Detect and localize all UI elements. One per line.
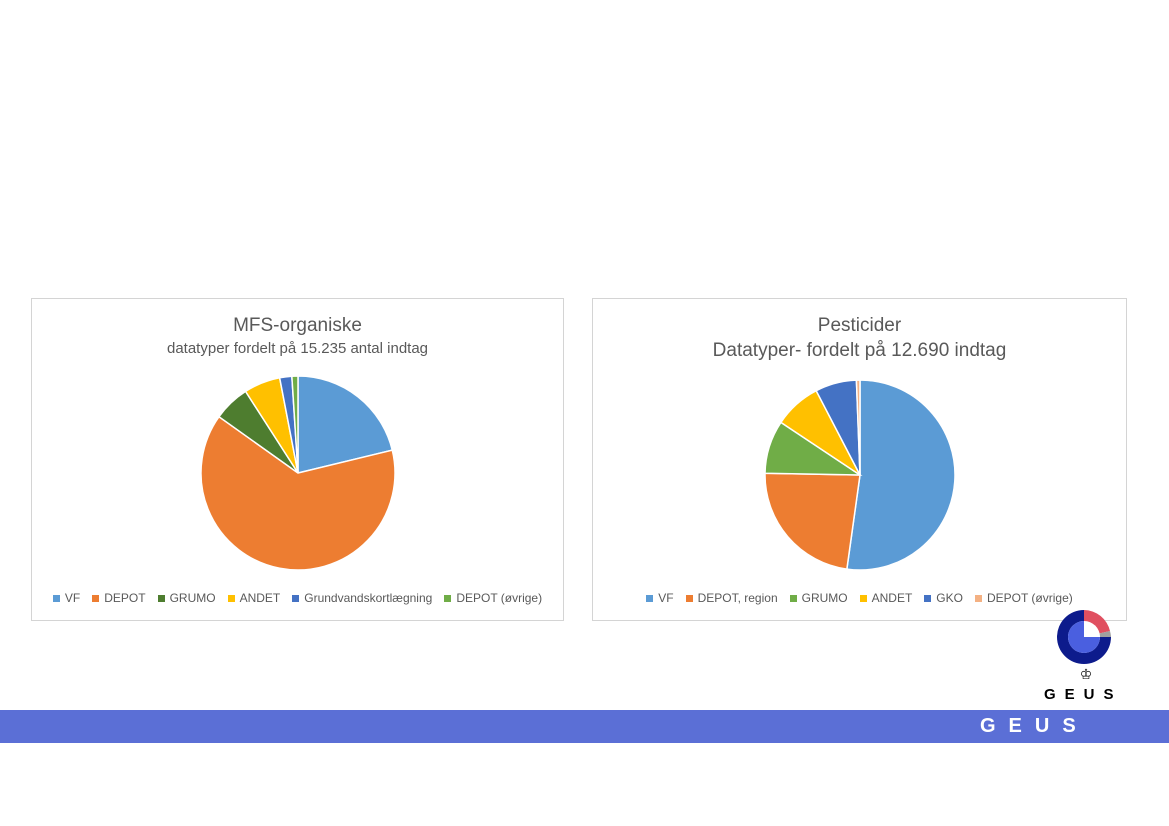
legend-swatch	[789, 594, 797, 602]
legend-label: VF	[64, 591, 81, 605]
legend-label: GKO	[936, 591, 963, 605]
chart-panel-mfs-organiske: MFS-organiske datatyper fordelt på 15.23…	[31, 298, 564, 621]
legend-item: GKO	[924, 591, 963, 605]
pie-slice-depot-vrige	[291, 375, 299, 474]
legend-item: ANDET	[227, 591, 281, 605]
pie-slice-vf	[846, 379, 956, 571]
legend-item: ANDET	[859, 591, 913, 605]
legend-label: DEPOT (øvrige)	[456, 591, 543, 605]
legend-swatch	[444, 594, 452, 602]
legend-item: DEPOT (øvrige)	[974, 591, 1073, 605]
footer-bar: GEUS	[0, 710, 1169, 743]
geus-logo: ♔ GEUS	[1040, 606, 1130, 706]
legend-item: GRUMO	[789, 591, 848, 605]
legend-swatch	[52, 594, 60, 602]
pie-slice-vf	[297, 375, 394, 474]
legend-swatch	[924, 594, 932, 602]
legend-label: GRUMO	[169, 591, 216, 605]
geus-emblem-icon	[1057, 610, 1111, 664]
legend-label: Grundvandskortlægning	[304, 591, 433, 605]
legend-item: DEPOT, region	[685, 591, 778, 605]
legend-label: GRUMO	[801, 591, 848, 605]
legend-item: DEPOT (øvrige)	[444, 591, 542, 605]
chart-legend: VF DEPOT GRUMO ANDET Grundvandskortlægning DE…	[32, 591, 563, 605]
legend-swatch	[859, 594, 867, 602]
chart-legend: VF DEPOT, region GRUMO ANDET GKO DEPOT (øvrig…	[593, 591, 1126, 605]
legend-item: DEPOT	[92, 591, 146, 605]
legend-label: ANDET	[871, 591, 913, 605]
legend-swatch	[227, 594, 235, 602]
crown-icon: ♔	[1079, 667, 1093, 683]
legend-item: Grundvandskortlægning	[292, 591, 432, 605]
logo-text: GEUS	[1044, 686, 1123, 703]
pie-chart-pesticider	[764, 379, 956, 571]
pie-chart-mfs-organiske	[200, 375, 396, 571]
chart-subtitle: datatyper fordelt på 15.235 antal indtag	[166, 340, 429, 357]
pie-slice-depot	[200, 415, 396, 571]
chart-subtitle: Datatyper- fordelt på 12.690 indtag	[712, 340, 1007, 361]
legend-swatch	[292, 594, 300, 602]
legend-label: DEPOT (øvrige)	[986, 591, 1073, 605]
legend-label: ANDET	[239, 591, 281, 605]
legend-swatch	[974, 594, 982, 602]
chart-title: MFS-organiske	[233, 315, 362, 336]
legend-label: VF	[658, 591, 674, 605]
legend-swatch	[92, 594, 100, 602]
legend-label: DEPOT, region	[697, 591, 778, 605]
chart-title: Pesticider	[817, 315, 902, 336]
chart-panel-pesticider: Pesticider Datatyper- fordelt på 12.690 …	[592, 298, 1127, 621]
pie-slice-depot-region	[764, 472, 861, 570]
legend-swatch	[685, 594, 693, 602]
legend-label: DEPOT	[104, 591, 146, 605]
legend-item: GRUMO	[157, 591, 216, 605]
pie-slice-depot-vrige	[855, 379, 861, 476]
legend-swatch	[646, 594, 654, 602]
footer-text: GEUS	[980, 715, 1089, 737]
legend-swatch	[157, 594, 165, 602]
legend-item: VF	[646, 591, 674, 605]
legend-item: VF	[52, 591, 81, 605]
